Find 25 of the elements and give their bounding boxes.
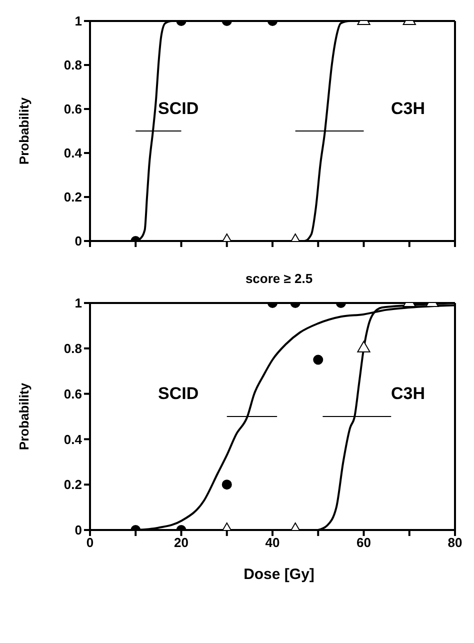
x-tick-label: 20 (174, 535, 188, 550)
y-tick-label: 0.8 (64, 58, 82, 73)
annotation: C3H (391, 384, 426, 404)
y-tick-label: 0.6 (64, 102, 82, 117)
y-tick-label: 1 (74, 14, 82, 29)
x-tick-label: 0 (86, 535, 94, 550)
y-axis-title: Probability (16, 382, 32, 450)
x-axis-title: Dose [Gy] (242, 566, 316, 583)
y-tick-label: 0 (74, 234, 82, 249)
annotation: C3H (391, 99, 426, 119)
x-tick-label: 40 (265, 535, 280, 550)
y-tick-label: 0.2 (64, 190, 82, 205)
y-tick-label: 0 (74, 522, 82, 538)
y-tick-label: 0.4 (64, 432, 83, 447)
annotation: SCID (158, 99, 199, 119)
y-tick-label: 0.2 (64, 477, 82, 492)
annotation: SCID (158, 384, 199, 404)
x-tick-label: 60 (356, 535, 371, 550)
y-tick-label: 0.8 (64, 341, 82, 356)
y-axis-title: Probability (16, 96, 32, 165)
x-tick-label: 80 (448, 535, 462, 550)
y-tick-label: 1 (74, 296, 82, 311)
y-tick-label: 0.4 (64, 146, 83, 161)
chart-title: score ≥ 2.5 (244, 271, 314, 286)
y-tick-label: 0.6 (64, 386, 82, 402)
